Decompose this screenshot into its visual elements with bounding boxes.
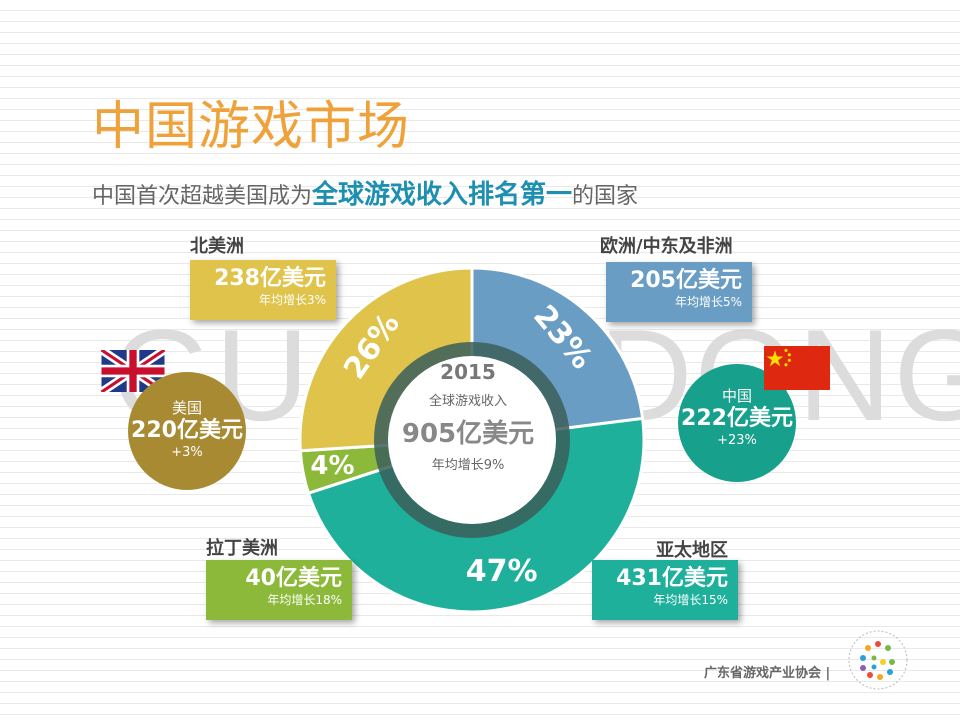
china-value: 222亿美元	[681, 406, 793, 431]
usa-name: 美国	[171, 399, 202, 417]
region-value: 431亿美元	[616, 566, 728, 591]
slice-label: 47%	[466, 554, 538, 589]
region-box-latin-america: 40亿美元 年均增长18%	[206, 560, 352, 620]
region-box-europe: 205亿美元 年均增长5%	[606, 262, 752, 322]
region-value: 205亿美元	[630, 268, 742, 293]
center-label: 全球游戏收入	[428, 394, 507, 409]
association-logo-icon	[848, 630, 908, 690]
center-summary: 2015 全球游戏收入 905亿美元 年均增长9%	[388, 360, 548, 473]
usa-value: 220亿美元	[131, 418, 243, 443]
subtitle-highlight: 全球游戏收入排名第一	[312, 180, 573, 210]
center-disc	[388, 356, 556, 524]
center-growth: 年均增长9%	[431, 458, 505, 473]
page-subtitle: 中国首次超越美国成为全球游戏收入排名第一的国家	[92, 174, 638, 211]
center-total: 905亿美元	[401, 419, 535, 449]
region-name-north-america: 北美洲	[190, 236, 244, 257]
subtitle-pre: 中国首次超越美国成为	[92, 184, 313, 209]
region-growth: 年均增长18%	[267, 593, 342, 607]
page-title: 中国游戏市场	[92, 97, 411, 157]
china-name: 中国	[721, 387, 752, 405]
region-name-latin-america: 拉丁美洲	[206, 538, 278, 559]
footer-org: 广东省游戏产业协会 |	[704, 666, 831, 681]
slice-label: 4%	[310, 451, 354, 481]
region-value: 238亿美元	[214, 266, 326, 291]
china-flag-icon	[764, 346, 830, 390]
region-name-europe: 欧洲/中东及非洲	[600, 236, 733, 257]
china-growth: +23%	[717, 433, 757, 448]
region-box-north-america: 238亿美元 年均增长3%	[190, 260, 336, 320]
region-growth: 年均增长3%	[258, 293, 326, 307]
region-name-asia-pacific: 亚太地区	[656, 540, 728, 561]
region-value: 40亿美元	[245, 566, 342, 591]
region-growth: 年均增长15%	[653, 593, 728, 607]
region-box-asia-pacific: 431亿美元 年均增长15%	[592, 560, 738, 620]
usa-bubble: 美国 220亿美元 +3%	[128, 372, 246, 490]
usa-growth: +3%	[171, 445, 203, 460]
china-bubble: 中国 222亿美元 +23%	[678, 364, 796, 482]
region-growth: 年均增长5%	[674, 295, 742, 309]
center-year: 2015	[440, 360, 496, 384]
uk-flag-icon	[100, 350, 166, 392]
subtitle-post: 的国家	[572, 184, 639, 209]
